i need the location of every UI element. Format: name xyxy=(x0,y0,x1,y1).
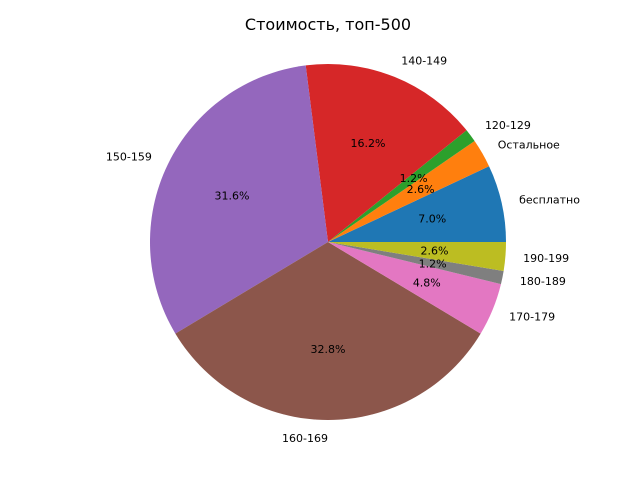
pct-label-7: 1.2% xyxy=(419,257,447,270)
pct-label-4: 31.6% xyxy=(214,189,249,202)
pie-slice-6 xyxy=(328,242,501,334)
pct-label-1: 2.6% xyxy=(407,183,435,196)
category-label-7: 180-189 xyxy=(520,275,566,288)
category-label-8: 190-199 xyxy=(523,252,569,265)
category-label-1: Остальное xyxy=(498,138,560,151)
pie-slice-8 xyxy=(328,242,506,271)
pie-slice-4 xyxy=(149,65,328,334)
chart-title: Стоимость, топ-500 xyxy=(245,15,411,34)
pie-slice-7 xyxy=(328,242,504,285)
category-label-5: 160-169 xyxy=(282,432,328,445)
pie-slice-3 xyxy=(305,63,467,242)
pct-label-3: 16.2% xyxy=(350,137,385,150)
pie-labels: 7.0% бесплатно 2.6% Остальное 1.2% 120-129 16.… xyxy=(106,54,580,444)
category-label-4: 150-159 xyxy=(106,150,152,163)
pct-label-2: 1.2% xyxy=(400,172,428,185)
pct-label-5: 32.8% xyxy=(311,343,346,356)
pct-label-0: 7.0% xyxy=(418,213,446,226)
category-label-0: бесплатно xyxy=(519,193,580,206)
pie-slice-5 xyxy=(175,242,481,421)
category-label-6: 170-179 xyxy=(509,310,555,323)
pie-slice-1 xyxy=(328,141,490,242)
category-label-2: 120-129 xyxy=(485,119,531,132)
pct-label-6: 4.8% xyxy=(413,277,441,290)
category-label-3: 140-149 xyxy=(401,54,447,67)
pie-slice-0 xyxy=(328,166,507,242)
pie-slice-2 xyxy=(328,130,475,242)
pct-label-8: 2.6% xyxy=(420,245,448,258)
pie-slices xyxy=(149,63,507,421)
